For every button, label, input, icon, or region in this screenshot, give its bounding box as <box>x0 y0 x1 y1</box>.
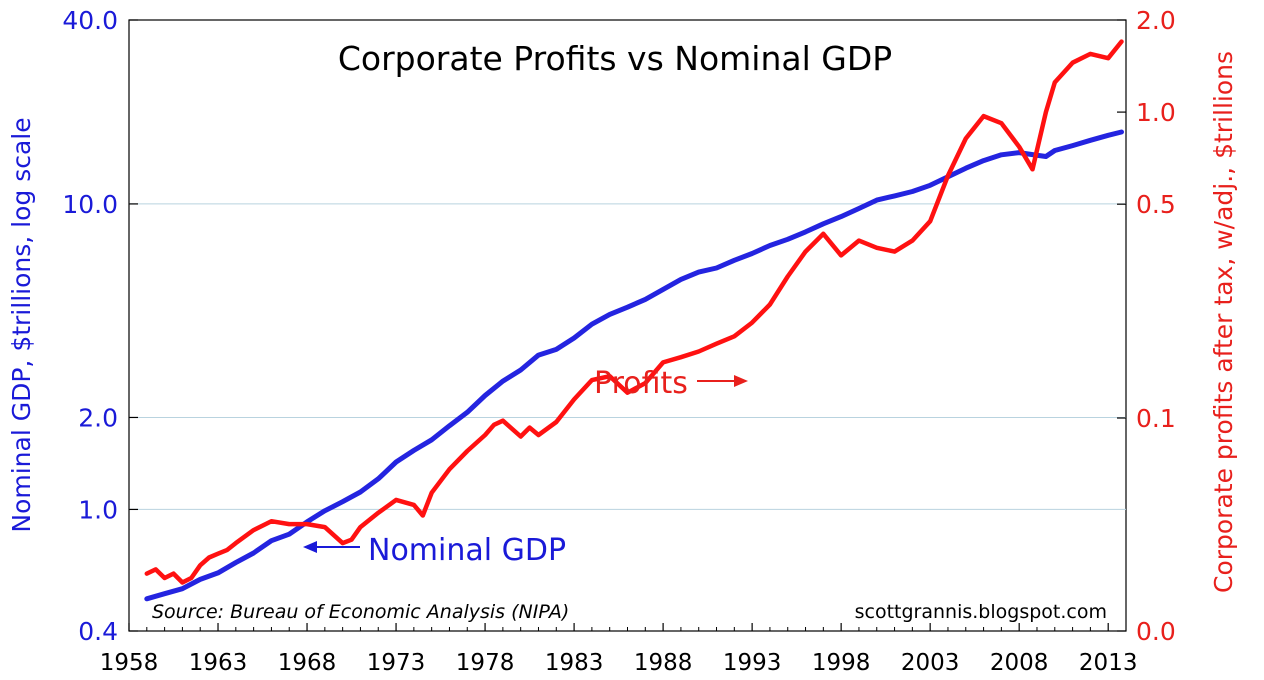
x-tick-label-4: 1978 <box>456 650 515 676</box>
x-tick-label-5: 1983 <box>545 650 604 676</box>
x-tick-label-10: 2008 <box>990 650 1049 676</box>
x-axis: 1958 1963 1968 1973 1978 1983 1988 1993 1998 2003… <box>100 623 1138 676</box>
x-tick-label-9: 2003 <box>901 650 960 676</box>
gdp-arrow-head-left-icon <box>303 541 317 553</box>
left-tick-label-4: 0.4 <box>78 617 118 646</box>
right-tick-label-1: 1.0 <box>1136 98 1176 127</box>
x-tick-label-8: 1998 <box>812 650 871 676</box>
x-tick-label-2: 1968 <box>278 650 337 676</box>
chart-title: Corporate Profits vs Nominal GDP <box>338 39 892 78</box>
right-tick-label-4: 0.0 <box>1136 617 1176 646</box>
series-group <box>144 39 1124 602</box>
right-tick-label-0: 2.0 <box>1136 6 1176 35</box>
x-tick-label-7: 1993 <box>723 650 782 676</box>
left-tick-label-2: 2.0 <box>78 403 118 432</box>
gdp-annotation: Nominal GDP <box>303 533 566 568</box>
right-tick-label-3: 0.1 <box>1136 404 1176 433</box>
source-note: Source: Bureau of Economic Analysis (NIP… <box>152 601 569 623</box>
left-tick-label-3: 1.0 <box>78 495 118 524</box>
gdp-series-line <box>144 129 1124 602</box>
credit-note: scottgrannis.blogspot.com <box>855 601 1107 623</box>
x-tick-label-1: 1963 <box>189 650 248 676</box>
profits-arrow-head-right-icon <box>734 375 748 387</box>
left-axis: 40.0 10.0 2.0 1.0 0.4 <box>62 6 138 646</box>
profits-annotation-label: Profits <box>594 366 688 401</box>
right-axis: 2.0 1.0 0.5 0.1 0.0 <box>1117 6 1176 646</box>
profits-series-line <box>144 39 1124 585</box>
left-tick-label-1: 10.0 <box>62 190 118 219</box>
left-axis-label: Nominal GDP, $trillions, log scale <box>7 117 36 532</box>
right-tick-label-2: 0.5 <box>1136 190 1176 219</box>
gdp-annotation-label: Nominal GDP <box>368 533 566 568</box>
x-tick-label-11: 2013 <box>1079 650 1138 676</box>
left-tick-label-0: 40.0 <box>62 6 118 35</box>
profits-annotation: Profits <box>594 366 748 401</box>
gridlines <box>129 203 1126 510</box>
x-tick-label-0: 1958 <box>100 650 159 676</box>
x-tick-label-3: 1973 <box>367 650 426 676</box>
right-axis-label: Corporate profits after tax, w/adj., $tr… <box>1209 51 1238 593</box>
x-tick-label-6: 1988 <box>634 650 693 676</box>
